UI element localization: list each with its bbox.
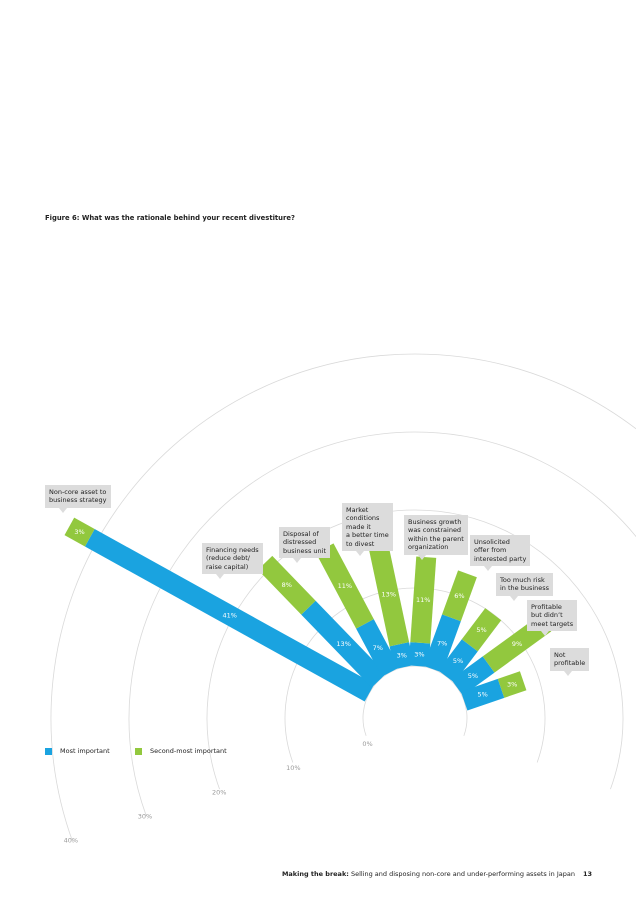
value-label: 13% <box>382 591 396 599</box>
page-number: 13 <box>582 870 592 878</box>
grid-arc <box>50 353 636 843</box>
category-callout: Profitable but didn’t meet targets <box>527 600 578 637</box>
bar-segment <box>408 642 431 667</box>
category-callout: Non-core asset to business strategy <box>45 485 111 513</box>
tick-label: 0% <box>362 740 372 748</box>
bar-segment <box>64 517 95 547</box>
value-label: 3% <box>74 528 84 536</box>
category-callout: Too much risk in the business <box>496 573 554 601</box>
value-label: 5% <box>453 657 463 665</box>
value-label: 6% <box>454 592 464 600</box>
category-callout: Unsolicited offer from interested party <box>470 535 531 572</box>
category-callout: Business growth was constrained within t… <box>404 515 468 560</box>
value-label: 3% <box>414 650 424 658</box>
tick-label: 20% <box>212 788 226 796</box>
bar-segment <box>257 555 316 615</box>
legend-label: Most important <box>60 747 110 755</box>
bar-segment <box>438 639 478 683</box>
category-callout: Not profitable <box>550 648 590 676</box>
bar-group <box>438 608 502 683</box>
bar-group <box>64 517 375 702</box>
value-label: 3% <box>397 652 407 660</box>
bar-group <box>408 556 437 667</box>
footer: Making the break: Selling and disposing … <box>282 870 592 878</box>
tick-label: 10% <box>286 764 300 772</box>
bar-segment <box>451 656 495 696</box>
bar-segment <box>301 600 387 688</box>
value-label: 7% <box>373 644 383 652</box>
bar-segment <box>410 556 437 644</box>
tick-label: 30% <box>138 812 152 820</box>
value-label: 3% <box>507 681 517 689</box>
grid-arc <box>128 431 636 816</box>
value-label: 7% <box>437 639 447 647</box>
bar-group <box>368 542 414 670</box>
bar-segment <box>497 671 527 698</box>
value-label: 5% <box>476 626 486 634</box>
tick-label: 40% <box>64 836 78 844</box>
bar-segment <box>461 608 502 652</box>
value-label: 13% <box>336 640 350 648</box>
grid-arc <box>206 509 624 790</box>
bar-group <box>257 555 387 688</box>
bar-group <box>423 570 477 673</box>
bar-group <box>460 671 527 711</box>
footer-title: Making the break: <box>281 870 349 878</box>
legend-item: Second-most important <box>135 747 227 755</box>
value-label: 9% <box>512 640 522 648</box>
bar-segment <box>356 619 400 677</box>
category-callout: Disposal of distressed business unit <box>279 527 330 564</box>
bar-segment <box>389 642 414 670</box>
footer-subtitle: Selling and disposing non-core and under… <box>350 870 575 878</box>
legend-item: Most important <box>45 747 110 755</box>
value-label: 41% <box>222 611 236 619</box>
bar-segment <box>460 678 505 711</box>
value-label: 11% <box>338 582 352 590</box>
value-label: 5% <box>468 672 478 680</box>
bar-group <box>315 543 400 677</box>
value-label: 5% <box>477 691 487 699</box>
category-callout: Financing needs (reduce debt/ raise capi… <box>202 543 263 580</box>
grid-arc <box>362 665 468 736</box>
value-label: 11% <box>416 596 430 604</box>
chart-title: Figure 6: What was the rationale behind … <box>45 214 295 222</box>
legend-swatch <box>135 747 142 755</box>
bar-segment <box>423 614 461 673</box>
legend-label: Second-most important <box>150 747 227 755</box>
legend-swatch <box>45 747 52 755</box>
bar-segment <box>368 542 410 647</box>
bar-segment <box>84 529 375 702</box>
bar-segment <box>442 570 477 622</box>
value-label: 8% <box>282 581 292 589</box>
bar-segment <box>315 543 374 629</box>
category-callout: Market conditions made it a better time … <box>342 503 393 557</box>
